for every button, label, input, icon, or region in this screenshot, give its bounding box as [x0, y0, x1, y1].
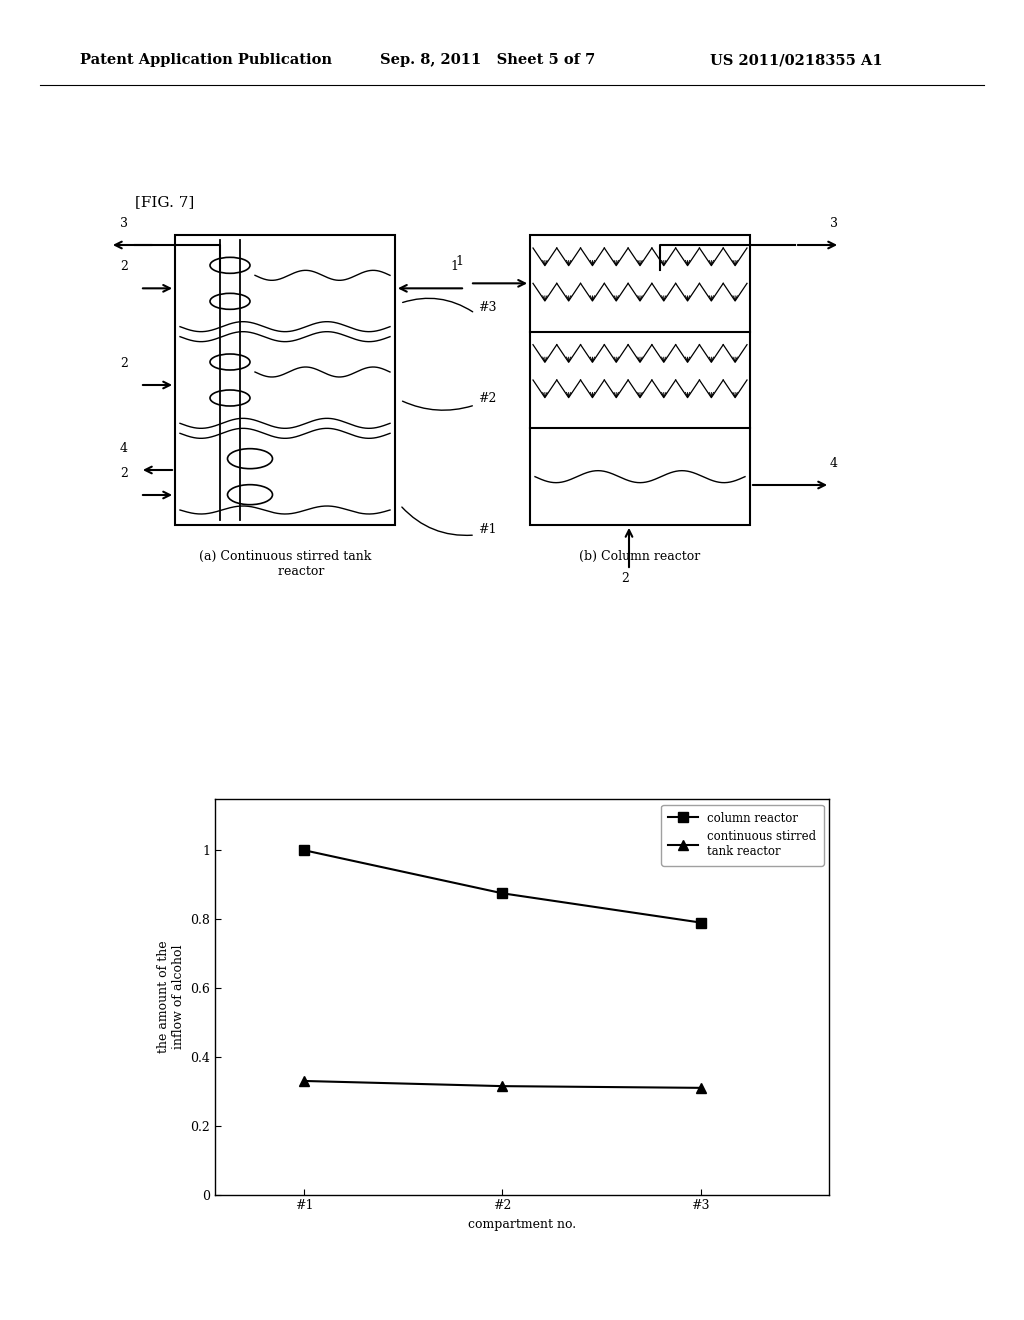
continuous stirred
tank reactor [694, 1080, 707, 1096]
column reactor [298, 842, 310, 858]
continuous stirred
tank reactor [298, 1073, 310, 1089]
Text: (a) Continuous stirred tank
        reactor: (a) Continuous stirred tank reactor [199, 550, 371, 578]
Text: 3: 3 [830, 216, 838, 230]
Bar [175, 235, 395, 525]
Text: 4: 4 [830, 457, 838, 470]
Text: (b) Column reactor: (b) Column reactor [580, 550, 700, 564]
Line: continuous stirred
tank reactor: continuous stirred tank reactor [299, 1076, 706, 1093]
Text: [FIG. 7]: [FIG. 7] [135, 195, 195, 209]
X-axis label: compartment no.: compartment no. [468, 1218, 577, 1232]
Text: 2: 2 [120, 356, 128, 370]
Legend: column reactor, continuous stirred
tank reactor: column reactor, continuous stirred tank … [662, 804, 823, 866]
Text: Sep. 8, 2011   Sheet 5 of 7: Sep. 8, 2011 Sheet 5 of 7 [380, 53, 595, 67]
Text: 3: 3 [120, 216, 128, 230]
continuous stirred
tank reactor [497, 1078, 509, 1094]
Line: column reactor: column reactor [299, 845, 706, 928]
Text: #2: #2 [478, 392, 497, 405]
Text: #3: #3 [478, 301, 497, 314]
Text: 1: 1 [450, 260, 458, 273]
Y-axis label: the amount of the
inflow of alcohol: the amount of the inflow of alcohol [157, 940, 184, 1053]
column reactor [694, 915, 707, 931]
Text: Patent Application Publication: Patent Application Publication [80, 53, 332, 67]
column reactor [497, 886, 509, 902]
Text: US 2011/0218355 A1: US 2011/0218355 A1 [710, 53, 883, 67]
Bar [530, 235, 750, 525]
Text: #1: #1 [478, 523, 497, 536]
Text: 4: 4 [120, 442, 128, 455]
Text: 2: 2 [120, 467, 128, 480]
Text: 1: 1 [455, 255, 463, 268]
Text: 2: 2 [120, 260, 128, 273]
Text: 2: 2 [621, 572, 629, 585]
